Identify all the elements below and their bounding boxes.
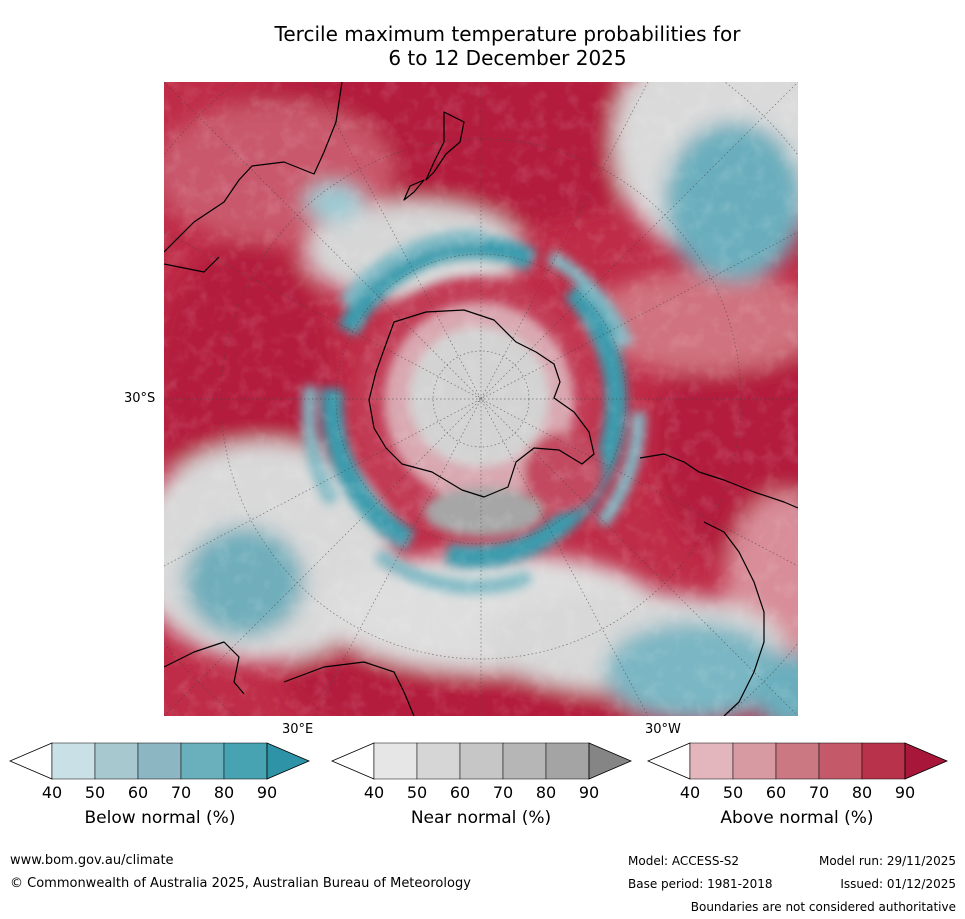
colorbar-segment [223,742,268,780]
africa-coast [164,641,245,695]
colorbar-segment [775,742,820,780]
colorbar-tick-label: 80 [213,783,235,802]
model-text: Model: ACCESS-S2 [628,854,740,868]
lon-label-30e: 30°E [282,722,314,737]
colorbar-segment [373,742,418,780]
australia-coast [164,82,343,253]
colorbar-tick-label: 80 [535,783,557,802]
website-text: www.bom.gov.au/climate [10,853,174,868]
colorbar-segment [732,742,777,780]
south-america-coast [639,453,798,509]
colorbar-near-svg [330,742,633,780]
graticule [164,82,798,716]
colorbar-tick-label: 40 [679,783,701,802]
colorbar-high-arrow [588,742,633,780]
colorbar-tick-label: 40 [363,783,385,802]
colorbar-segment [94,742,139,780]
chart-title: Tercile maximum temperature probabilitie… [160,22,855,70]
base-period-text: Base period: 1981-2018 [628,877,773,891]
colorbar-segment [180,742,225,780]
colorbar-low-arrow [8,742,53,780]
copyright-text: © Commonwealth of Australia 2025, Austra… [10,876,471,891]
title-line-2: 6 to 12 December 2025 [388,46,627,70]
colorbar-tick-label: 90 [256,783,278,802]
colorbar-segment [689,742,734,780]
colorbar-segment [818,742,863,780]
colorbar-segment [416,742,461,780]
colorbar-near-normal [330,742,633,780]
model-run-text: Model run: 29/11/2025 [818,854,956,868]
colorbar-segment [502,742,547,780]
colorbar-above-normal [646,742,949,780]
issued-text: Issued: 01/12/2025 [840,877,956,891]
new-zealand-coast [425,111,465,181]
colorbar-tick-label: 60 [765,783,787,802]
colorbar-tick-label: 70 [170,783,192,802]
below-normal-label: Below normal (%) [84,808,236,828]
colorbar-tick-label: 90 [578,783,600,802]
colorbar-tick-label: 70 [492,783,514,802]
disclaimer-text: Boundaries are not considered authoritat… [690,900,956,914]
lat-label-30s: 30°S [124,391,156,406]
colorbar-segment [545,742,590,780]
coastlines [164,82,798,716]
title-line-1: Tercile maximum temperature probabilitie… [274,22,741,46]
colorbar-tick-label: 50 [722,783,744,802]
colorbar-tick-label: 80 [851,783,873,802]
colorbar-segment [861,742,906,780]
lon-label-30w: 30°W [645,722,681,737]
above-normal-label: Above normal (%) [720,808,874,828]
colorbar-high-arrow [904,742,949,780]
colorbar-tick-label: 90 [894,783,916,802]
colorbar-above-svg [646,742,949,780]
colorbar-segment [137,742,182,780]
colorbar-tick-label: 50 [406,783,428,802]
probability-map [164,82,798,716]
colorbar-tick-label: 60 [449,783,471,802]
colorbar-tick-label: 40 [41,783,63,802]
colorbar-below-normal [8,742,311,780]
colorbar-segment [51,742,96,780]
near-normal-label: Near normal (%) [410,808,552,828]
colorbar-high-arrow [266,742,311,780]
colorbar-below-svg [8,742,311,780]
colorbar-segment [459,742,504,780]
colorbar-tick-label: 60 [127,783,149,802]
antarctica-coast [368,309,595,498]
colorbar-low-arrow [330,742,375,780]
colorbar-low-arrow [646,742,691,780]
colorbar-tick-label: 50 [84,783,106,802]
colorbar-tick-label: 70 [808,783,830,802]
